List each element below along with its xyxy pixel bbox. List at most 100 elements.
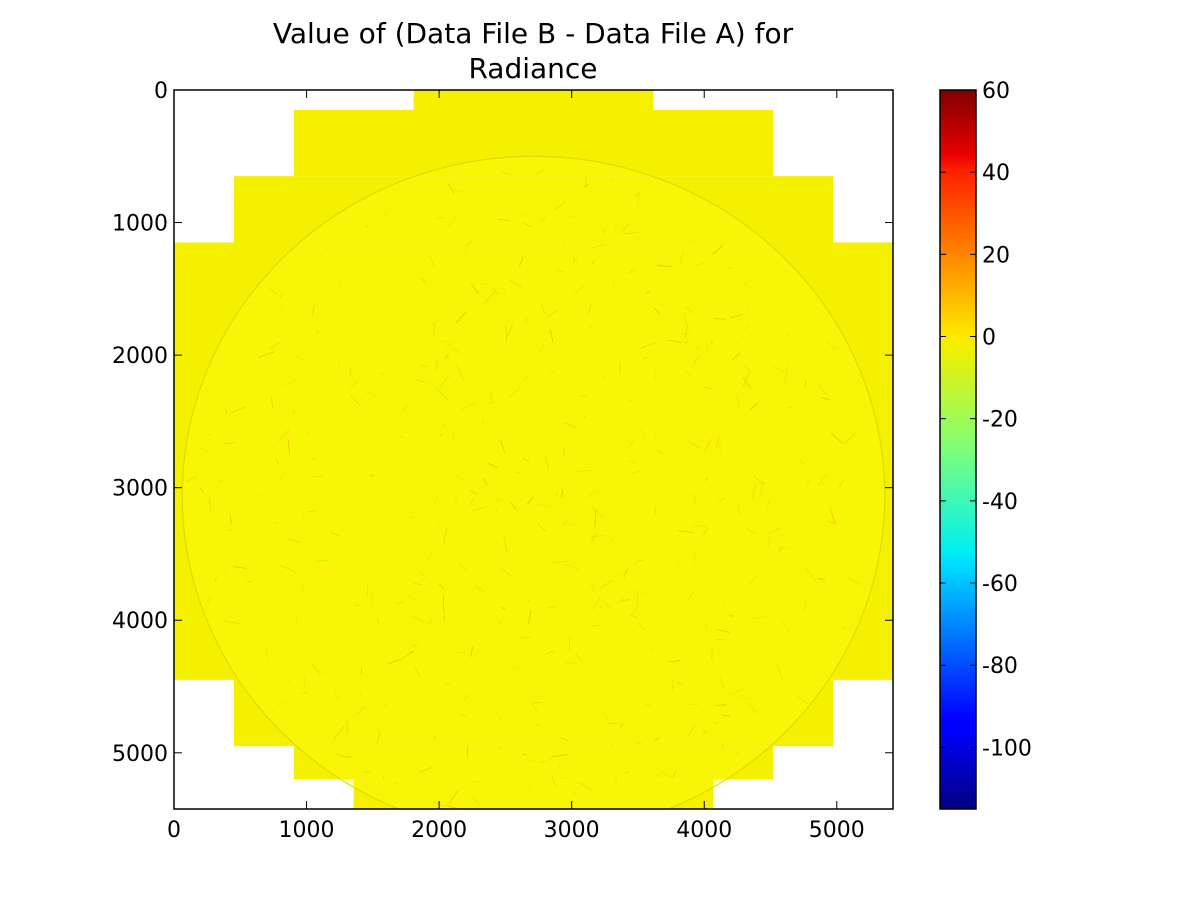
disk-texture-stroke — [207, 433, 211, 436]
disk-texture-stroke — [523, 223, 532, 228]
disk-texture-stroke — [470, 796, 480, 804]
disk-texture-stroke — [278, 510, 283, 514]
disk-texture-stroke — [279, 304, 284, 311]
disk-texture-stroke — [346, 719, 348, 734]
disk-texture-stroke — [565, 563, 580, 571]
disk-texture-stroke — [452, 347, 461, 354]
disk-texture-stroke — [579, 395, 587, 398]
colorbar-tick-label: 20 — [982, 243, 1010, 268]
disk-texture-stroke — [552, 754, 568, 758]
disk-texture-stroke — [563, 523, 578, 526]
disk-texture-stroke — [498, 620, 502, 626]
disk-texture-stroke — [549, 370, 555, 375]
disk-texture-stroke — [495, 509, 497, 513]
disk-texture-stroke — [307, 531, 311, 534]
disk-texture-stroke — [635, 741, 642, 745]
disk-texture-stroke — [439, 433, 444, 437]
disk-texture-stroke — [338, 361, 340, 366]
disk-texture-stroke — [292, 409, 295, 415]
disk-texture-stroke — [662, 772, 675, 780]
disk-texture-stroke — [540, 215, 546, 224]
disk-texture-stroke — [488, 815, 496, 820]
disk-texture-stroke — [288, 538, 301, 543]
disk-texture-stroke — [257, 493, 263, 496]
disk-texture-stroke — [283, 379, 299, 386]
disk-texture-stroke — [314, 560, 330, 562]
colorbar-tick-label: 0 — [982, 326, 996, 351]
disk-texture-stroke — [287, 439, 291, 455]
disk-texture-stroke — [365, 224, 370, 229]
disk-texture-stroke — [633, 603, 638, 613]
colorbar-tick-label: 60 — [982, 79, 1010, 104]
disk-texture-stroke — [767, 537, 771, 547]
disk-texture-stroke — [544, 790, 548, 796]
disk-texture-stroke — [418, 571, 427, 578]
disk-texture-stroke — [564, 422, 577, 428]
disk-texture-stroke — [501, 172, 512, 176]
disk-texture-stroke — [603, 712, 611, 726]
disk-texture-stroke — [784, 365, 788, 383]
disk-texture-stroke — [435, 388, 449, 400]
disk-texture-stroke — [433, 801, 444, 807]
disk-texture-stroke — [468, 497, 476, 507]
disk-texture-stroke — [377, 727, 381, 729]
disk-texture-stroke — [433, 491, 439, 507]
disk-texture-stroke — [463, 693, 472, 701]
disk-texture-stroke — [716, 629, 730, 633]
disk-texture-stroke — [410, 614, 425, 624]
disk-texture-stroke — [643, 356, 648, 360]
disk-texture-stroke — [636, 189, 641, 206]
disk-texture-stroke — [684, 323, 689, 339]
disk-texture-stroke — [349, 366, 352, 376]
disk-texture-stroke — [804, 379, 807, 389]
disk-texture-stroke — [500, 440, 506, 453]
disk-texture-stroke — [287, 678, 291, 684]
footprint-block — [233, 176, 834, 243]
disk-texture-stroke — [657, 265, 673, 268]
disk-texture-stroke — [804, 567, 817, 582]
disk-texture-stroke — [767, 499, 770, 509]
disk-texture-stroke — [350, 394, 362, 408]
disk-texture-stroke — [505, 323, 514, 339]
disk-texture-stroke — [797, 695, 809, 705]
chart-title-line-2: Radiance — [468, 52, 597, 85]
disk-texture-stroke — [510, 501, 517, 511]
footprint-block — [293, 109, 774, 177]
disk-texture-stroke — [420, 364, 429, 368]
disk-texture-stroke — [573, 258, 578, 263]
disk-texture-stroke — [656, 449, 663, 454]
disk-texture-stroke — [712, 244, 724, 255]
disk-texture-stroke — [599, 605, 604, 610]
disk-texture-stroke — [692, 356, 700, 365]
disk-texture-stroke — [412, 644, 418, 647]
disk-texture-stroke — [456, 365, 464, 381]
disk-texture-stroke — [591, 260, 595, 265]
disk-texture-stroke — [484, 291, 495, 304]
disk-texture-stroke — [634, 559, 644, 563]
disk-texture-stroke — [538, 345, 544, 353]
disk-texture-stroke — [400, 435, 404, 439]
disk-texture-stroke — [227, 528, 234, 531]
disk-texture-stroke — [533, 701, 542, 704]
disk-texture-stroke — [362, 770, 371, 774]
disk-texture-stroke — [555, 492, 559, 497]
disk-texture-stroke — [741, 280, 749, 287]
y-tick-label: 0 — [154, 79, 168, 104]
disk-texture-stroke — [269, 341, 282, 349]
disk-texture-stroke — [609, 722, 618, 724]
disk-texture-stroke — [826, 520, 837, 525]
colorbar-tick-label: -60 — [982, 572, 1018, 597]
disk-texture-stroke — [414, 582, 423, 586]
disk-texture-stroke — [545, 650, 554, 655]
disk-texture-stroke — [383, 210, 389, 216]
disk-texture-stroke — [621, 597, 624, 603]
disk-texture-stroke — [396, 601, 404, 605]
disk-texture-stroke — [627, 438, 635, 450]
disk-texture-stroke — [311, 305, 315, 318]
disk-texture-stroke — [747, 307, 750, 311]
disk-texture-stroke — [460, 402, 477, 411]
disk-texture-stroke — [620, 723, 623, 728]
disk-texture-stroke — [703, 438, 713, 453]
disk-texture-stroke — [645, 704, 652, 706]
disk-texture-stroke — [780, 619, 792, 634]
